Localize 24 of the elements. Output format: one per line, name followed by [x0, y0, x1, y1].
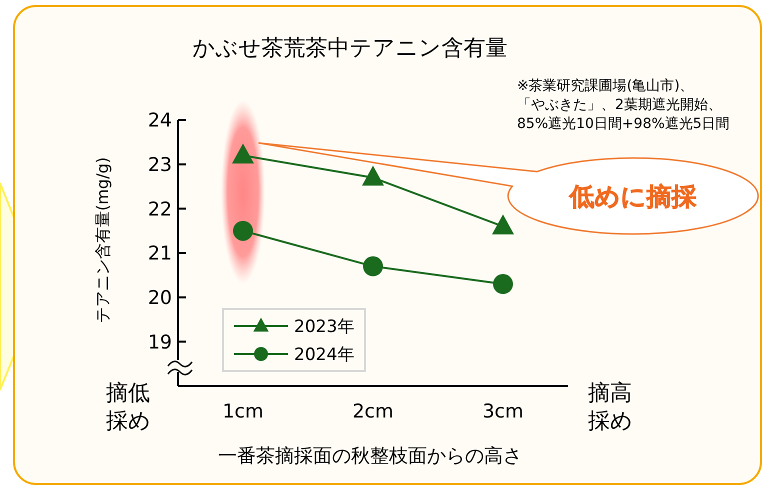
x-axis-title: 一番茶摘採面の秋整枝面からの高さ [218, 445, 522, 467]
y-tick-label: 20 [148, 287, 172, 310]
point [363, 256, 383, 276]
y-tick-label: 19 [148, 331, 172, 354]
point [232, 143, 254, 164]
x-tick-label: 2cm [352, 400, 394, 422]
y-tick-label: 22 [148, 198, 172, 220]
legend-label: 2023年 [294, 316, 354, 338]
y-tick-label: 21 [148, 242, 172, 265]
y-axis-title: テアニン含有量(mg/g) [93, 157, 112, 323]
text: 低めに摘採 [568, 182, 698, 211]
x-tick-label: 1cm [222, 400, 264, 422]
point [233, 220, 253, 241]
annotation: ※茶業研究課圃場(亀山市)、「やぶきた」、2葉期遮光開始、85%遮光10日間+98%遮光5日間 [517, 77, 731, 134]
chart-title: かぶせ茶荒茶中テアニン含有量 [192, 36, 508, 61]
point [362, 166, 384, 186]
y-tick-label: 24 [148, 110, 172, 132]
y-tick-label: 23 [148, 154, 172, 176]
point [493, 274, 513, 294]
text: 摘高採め [588, 380, 634, 436]
legend-label: 2024年 [294, 344, 354, 366]
x-tick-label: 3cm [482, 400, 524, 422]
text: 摘低採め [106, 380, 152, 436]
point [492, 214, 514, 234]
